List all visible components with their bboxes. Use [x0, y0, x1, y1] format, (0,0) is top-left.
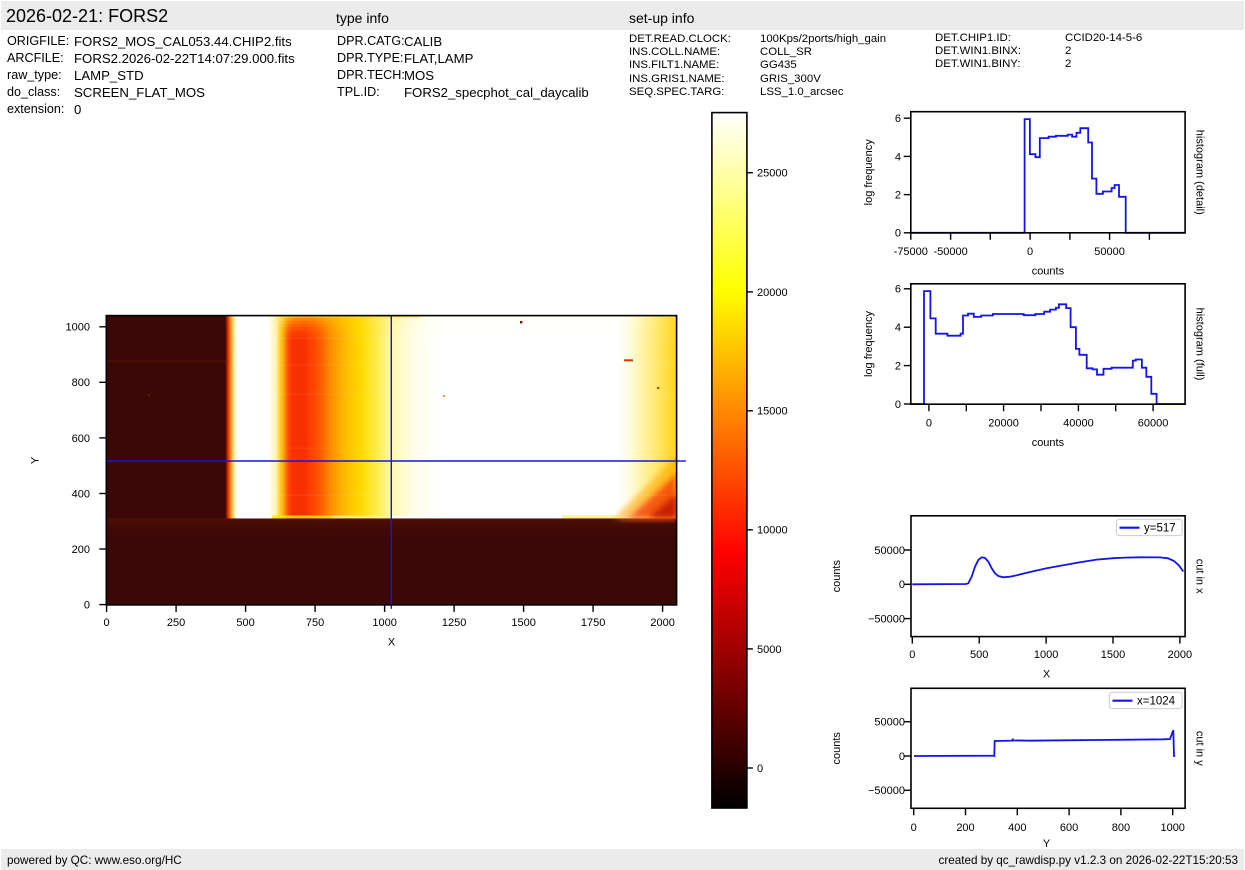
svg-text:1500: 1500 [1101, 649, 1125, 661]
svg-text:0: 0 [909, 649, 915, 661]
svg-text:400: 400 [1008, 822, 1026, 834]
svg-text:-75000: -75000 [894, 246, 928, 258]
svg-text:1750: 1750 [581, 617, 605, 629]
svg-text:0: 0 [895, 399, 901, 411]
svg-text:counts: counts [831, 560, 843, 593]
svg-text:histogram (detail): histogram (detail) [1194, 130, 1206, 215]
svg-text:0: 0 [84, 600, 90, 612]
svg-text:1000: 1000 [1034, 649, 1058, 661]
svg-text:40000: 40000 [1063, 418, 1094, 430]
svg-text:Y: Y [30, 456, 42, 464]
svg-text:Y: Y [1043, 838, 1051, 850]
svg-text:counts: counts [1032, 266, 1065, 278]
svg-text:1000: 1000 [1160, 822, 1184, 834]
svg-text:0: 0 [104, 617, 110, 629]
svg-text:cut in x: cut in x [1194, 559, 1206, 594]
svg-text:2000: 2000 [650, 617, 674, 629]
svg-text:800: 800 [72, 377, 90, 389]
svg-text:15000: 15000 [757, 406, 788, 418]
svg-text:2: 2 [895, 361, 901, 373]
svg-text:0: 0 [926, 418, 932, 430]
svg-text:1000: 1000 [66, 322, 90, 334]
svg-text:y=517: y=517 [1144, 523, 1176, 535]
svg-text:500: 500 [970, 649, 988, 661]
svg-text:200: 200 [956, 822, 974, 834]
svg-text:800: 800 [1112, 822, 1130, 834]
svg-text:5000: 5000 [757, 644, 781, 656]
svg-text:0: 0 [895, 228, 901, 240]
svg-text:x=1024: x=1024 [1137, 696, 1176, 708]
svg-text:0: 0 [899, 579, 905, 591]
svg-text:6: 6 [895, 113, 901, 125]
svg-text:0: 0 [911, 822, 917, 834]
svg-text:1000: 1000 [372, 617, 396, 629]
svg-text:2: 2 [895, 190, 901, 202]
svg-text:4: 4 [895, 151, 901, 163]
svg-text:50000: 50000 [1094, 246, 1125, 258]
svg-text:4: 4 [895, 322, 901, 334]
svg-text:histogram (full): histogram (full) [1194, 308, 1206, 381]
svg-text:−50000: −50000 [868, 614, 905, 626]
svg-text:-50000: -50000 [933, 246, 967, 258]
svg-text:X: X [1043, 668, 1051, 680]
svg-text:400: 400 [72, 488, 90, 500]
svg-text:250: 250 [167, 617, 185, 629]
svg-text:20000: 20000 [988, 418, 1019, 430]
svg-text:6: 6 [895, 284, 901, 296]
svg-text:20000: 20000 [757, 287, 788, 299]
svg-text:counts: counts [1032, 437, 1065, 449]
svg-text:10000: 10000 [757, 525, 788, 537]
svg-text:500: 500 [236, 617, 254, 629]
svg-text:cut in y: cut in y [1194, 731, 1206, 766]
svg-text:750: 750 [306, 617, 324, 629]
svg-text:50000: 50000 [874, 545, 905, 557]
svg-text:0: 0 [899, 751, 905, 763]
svg-text:−50000: −50000 [868, 785, 905, 797]
svg-text:25000: 25000 [757, 168, 788, 180]
svg-text:X: X [388, 636, 396, 648]
svg-text:600: 600 [1060, 822, 1078, 834]
svg-text:600: 600 [72, 433, 90, 445]
svg-text:1250: 1250 [442, 617, 466, 629]
svg-text:0: 0 [1027, 246, 1033, 258]
svg-text:50000: 50000 [874, 717, 905, 729]
svg-text:2000: 2000 [1168, 649, 1192, 661]
svg-text:60000: 60000 [1138, 418, 1169, 430]
svg-text:200: 200 [72, 544, 90, 556]
svg-text:0: 0 [757, 763, 763, 775]
svg-text:counts: counts [831, 732, 843, 765]
svg-text:log frequency: log frequency [863, 139, 875, 206]
svg-text:1500: 1500 [511, 617, 535, 629]
svg-text:log frequency: log frequency [863, 310, 875, 377]
